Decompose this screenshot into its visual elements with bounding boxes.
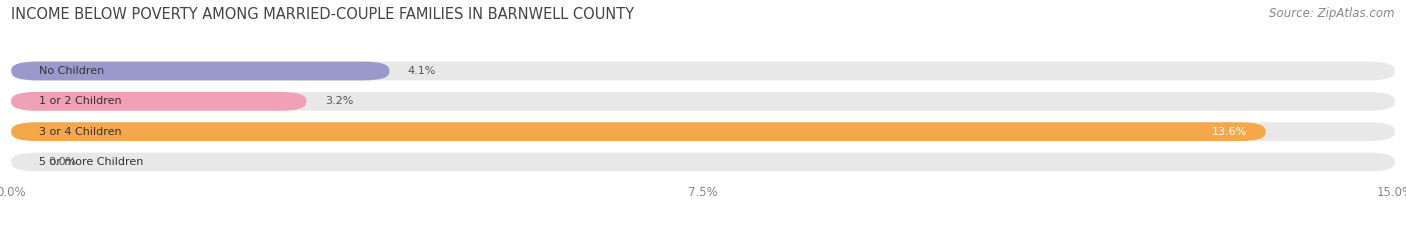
FancyBboxPatch shape — [11, 92, 307, 111]
FancyBboxPatch shape — [11, 92, 1395, 111]
Text: INCOME BELOW POVERTY AMONG MARRIED-COUPLE FAMILIES IN BARNWELL COUNTY: INCOME BELOW POVERTY AMONG MARRIED-COUPL… — [11, 7, 634, 22]
Text: 3 or 4 Children: 3 or 4 Children — [39, 127, 121, 137]
FancyBboxPatch shape — [11, 122, 1395, 141]
Text: 1 or 2 Children: 1 or 2 Children — [39, 96, 121, 106]
FancyBboxPatch shape — [11, 153, 1395, 171]
Text: No Children: No Children — [39, 66, 104, 76]
Text: 13.6%: 13.6% — [1212, 127, 1247, 137]
Text: Source: ZipAtlas.com: Source: ZipAtlas.com — [1270, 7, 1395, 20]
Text: 0.0%: 0.0% — [48, 157, 76, 167]
FancyBboxPatch shape — [11, 62, 1395, 80]
FancyBboxPatch shape — [11, 62, 389, 80]
Text: 5 or more Children: 5 or more Children — [39, 157, 143, 167]
Text: 4.1%: 4.1% — [408, 66, 436, 76]
Text: 3.2%: 3.2% — [325, 96, 353, 106]
FancyBboxPatch shape — [11, 122, 1265, 141]
